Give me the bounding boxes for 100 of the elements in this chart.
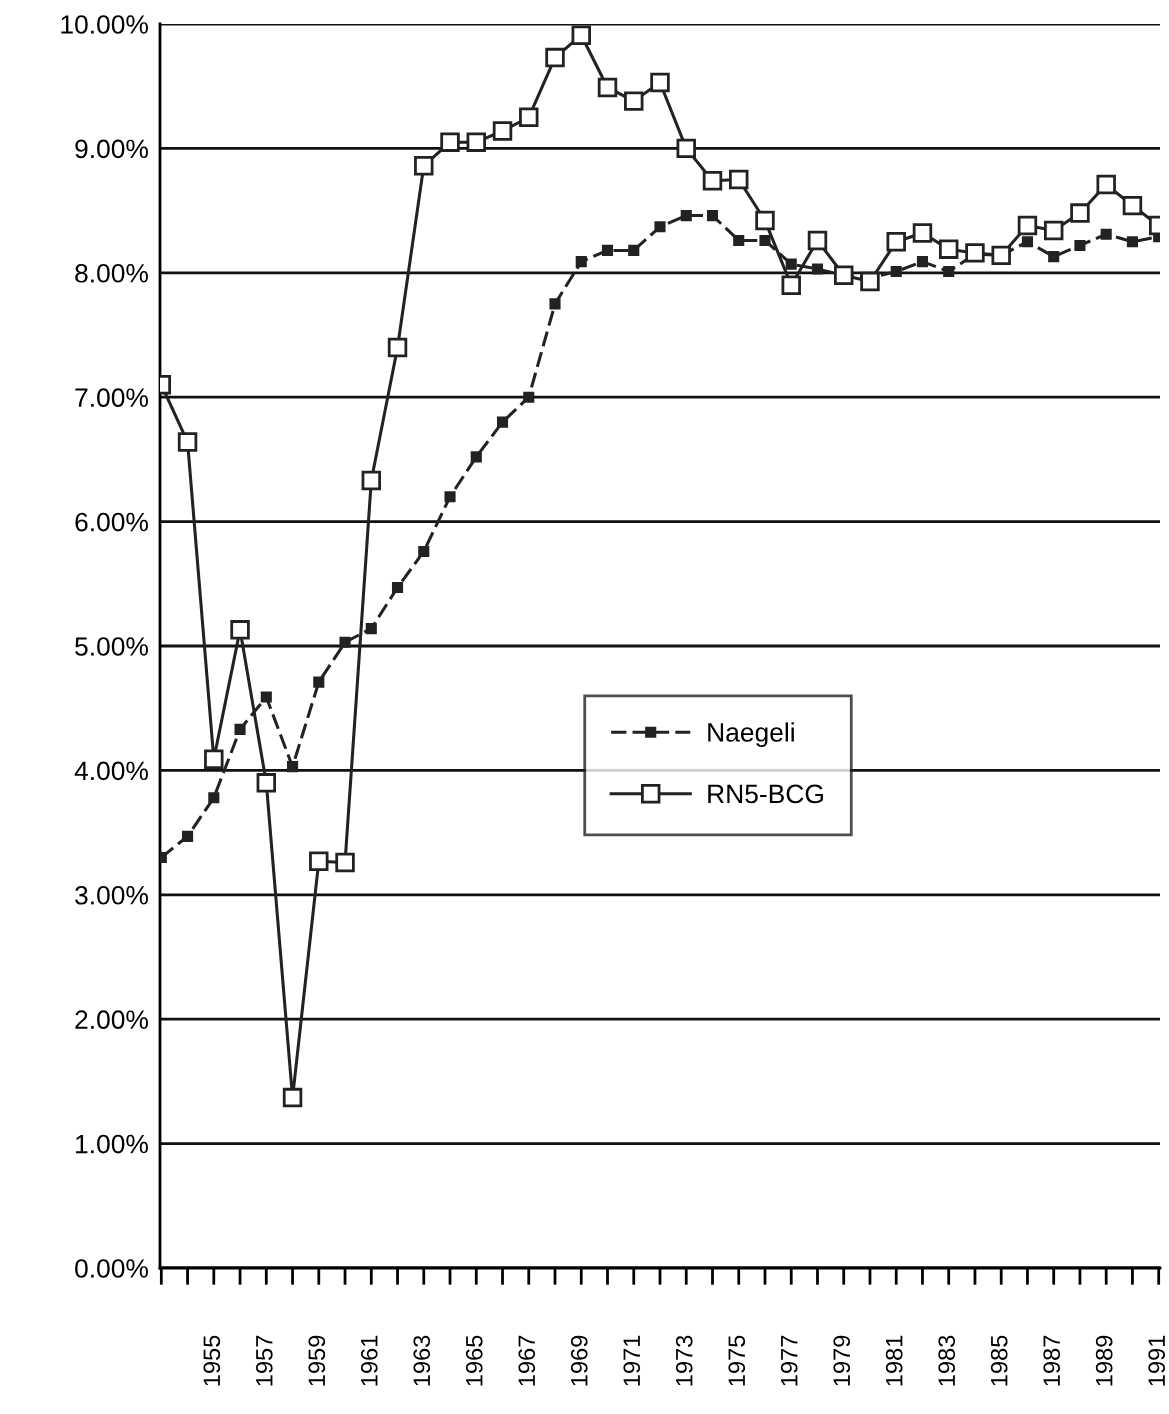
x-tick-label: 1963 [413,1335,431,1386]
point [1048,251,1060,263]
point [1074,239,1086,251]
point [282,1087,303,1108]
y-tick-label: 7.00% [75,388,148,408]
x-tick-label: 1977 [780,1335,798,1386]
point [204,749,224,769]
y-tick-label: 2.00% [75,1010,148,1030]
x-tick-label: 1961 [360,1335,378,1386]
x-tick-label: 1975 [728,1335,746,1386]
point [361,470,382,491]
point [256,773,277,793]
x-tick-label: 1969 [570,1335,588,1386]
x-tick-label: 1957 [255,1335,273,1386]
point [1100,228,1112,240]
point [182,830,194,842]
x-tick-label: 1981 [885,1335,903,1386]
point [470,451,482,463]
point [654,221,666,233]
point [387,337,408,358]
point [733,234,745,247]
point [890,266,902,278]
point [391,581,404,594]
point [1021,236,1034,248]
point [680,210,692,222]
point [575,256,587,268]
point [943,266,955,278]
point [706,210,719,222]
point [1096,174,1116,195]
y-tick-label: 1.00% [76,1134,148,1154]
x-tick-label: 1987 [1043,1335,1061,1386]
point [781,275,801,295]
point [601,244,614,256]
point [938,239,959,259]
point [549,298,561,310]
point [260,691,272,703]
point [916,256,929,268]
x-tick-label: 1979 [833,1335,851,1386]
point [414,156,434,176]
point [492,121,513,141]
y-tick-label: 9.00% [75,139,148,159]
point [1126,236,1138,248]
point [597,77,618,98]
point [1070,203,1090,223]
y-tick-label: 6.00% [75,512,148,532]
point [759,234,771,247]
point [440,132,460,152]
point [466,132,486,152]
point [571,25,591,45]
point [807,230,828,251]
x-tick-label: 1967 [518,1335,536,1386]
point [1017,215,1038,236]
point [309,851,329,871]
point [234,723,246,735]
point [313,676,325,688]
point [729,169,749,190]
point [650,72,670,93]
point [545,47,565,68]
point [335,852,355,873]
point [755,210,775,231]
legend-label: RN5-BCG [708,784,823,804]
point [860,271,880,292]
x-tick-label: 1973 [675,1335,693,1386]
x-tick-label: 1959 [308,1335,326,1386]
point [496,416,509,428]
y-tick-label: 0.00% [75,1259,148,1278]
x-tick-label: 1965 [465,1335,483,1386]
point [624,91,644,111]
point [365,623,377,635]
point [912,223,933,243]
point [208,792,220,804]
x-tick-label: 1989 [1095,1335,1113,1386]
point [418,545,430,558]
point [1043,220,1064,241]
y-tick-label: 5.00% [75,637,148,656]
point [702,171,723,191]
point [1122,195,1143,216]
point [676,138,696,159]
point [519,107,539,128]
point [177,432,198,452]
x-tick-label: 1955 [203,1335,221,1386]
y-tick-label: 4.00% [74,761,148,781]
point [628,244,640,256]
point [523,391,535,403]
x-tick-label: 1983 [938,1335,956,1386]
point [230,620,250,640]
point [444,491,456,503]
legend-label: Naegeli [708,722,794,747]
y-tick-label: 8.00% [75,263,148,283]
y-tick-label: 3.00% [75,885,148,905]
point [286,761,299,773]
point [886,231,906,252]
point [965,243,985,263]
x-tick-label: 1985 [990,1335,1008,1386]
y-tick-label: 10.00% [61,15,148,34]
point [339,636,351,648]
x-tick-label: 1991 [1148,1335,1166,1386]
point [785,258,797,270]
point [811,263,824,275]
x-tick-label: 1971 [623,1335,641,1386]
